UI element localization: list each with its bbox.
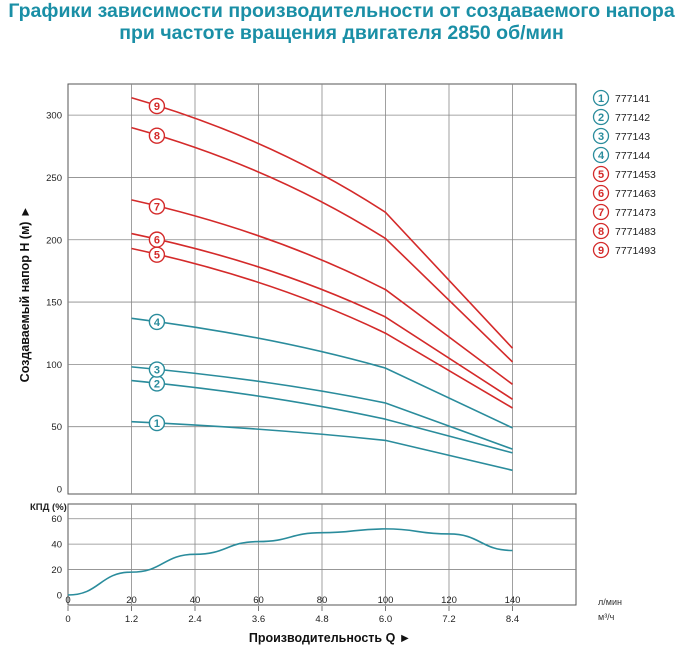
curve-marker-label-7: 7 [154,201,160,213]
head-curve-7 [131,199,513,385]
legend-label-9: 7771493 [615,245,656,257]
curve-marker-label-9: 9 [154,101,160,113]
chart-title: Графики зависимости производительности о… [0,0,683,44]
eff-ytick-label: 60 [51,514,62,525]
head-ytick-label: 100 [46,360,62,371]
xtick-lpm-label: 60 [253,595,264,606]
head-curve-2 [131,379,513,454]
head-y-axis-title: Создаваемый напор Н (м) ► [18,206,32,383]
xtick-lpm-label: 140 [505,595,521,606]
xtick-m3h-label: 0 [65,614,70,625]
legend-label-2: 777142 [615,112,650,124]
unit-lpm-label: л/мин [598,597,622,607]
xtick-m3h-label: 6.0 [379,614,392,625]
legend-marker-9 [592,241,610,259]
xtick-lpm-label: 80 [317,595,328,606]
legend-marker-num-3: 3 [598,131,604,143]
unit-m3h-label: м³/ч [598,612,615,622]
eff-ytick-label: 40 [51,540,62,551]
curve-marker-6 [148,231,166,248]
xtick-lpm-label: 0 [65,595,70,606]
xtick-m3h-label: 4.8 [315,614,328,625]
head-curve-3 [131,366,513,450]
legend-label-3: 777143 [615,131,650,143]
curve-marker-label-4: 4 [154,317,161,329]
head-ytick-label: 50 [51,422,62,433]
legend-label-8: 7771483 [615,226,656,238]
legend-marker-7 [592,203,610,221]
curve-marker-label-1: 1 [154,418,160,430]
legend-marker-num-6: 6 [598,188,604,200]
legend-marker-1 [592,89,610,107]
curve-marker-7 [148,198,166,215]
curve-marker-4 [148,313,166,331]
xtick-m3h-label: 8.4 [506,614,519,625]
legend-marker-8 [592,222,610,240]
curve-marker-label-2: 2 [154,378,160,390]
xtick-lpm-label: 120 [441,595,457,606]
xtick-m3h-label: 7.2 [442,614,455,625]
legend-marker-num-4: 4 [598,150,605,162]
legend-marker-3 [592,127,610,145]
xtick-m3h-label: 2.4 [188,614,201,625]
legend-marker-num-9: 9 [598,245,604,257]
xtick-lpm-label: 20 [126,595,137,606]
legend-marker-num-5: 5 [598,169,604,181]
curve-marker-label-8: 8 [154,131,160,143]
legend-label-6: 7771463 [615,188,656,200]
xtick-m3h-label: 3.6 [252,614,265,625]
head-curve-5 [131,247,513,409]
eff-ytick-label: 20 [51,565,62,576]
eff-ytick-label: 0 [57,591,62,602]
xtick-lpm-label: 40 [190,595,201,606]
head-curve-1 [131,420,513,472]
head-ytick-label: 250 [46,173,62,184]
head-curve-4 [131,317,513,429]
legend-marker-num-8: 8 [598,226,604,238]
head-curve-9 [131,96,514,349]
title-line-1: Графики зависимости производительности о… [8,0,675,22]
curve-marker-8 [148,127,166,144]
legend-label-4: 777144 [615,150,650,162]
curve-marker-label-6: 6 [154,235,160,247]
curve-marker-1 [148,414,166,432]
legend-label-1: 777141 [615,93,650,105]
legend-marker-4 [592,146,610,164]
legend-label-7: 7771473 [615,207,656,219]
xtick-lpm-label: 100 [378,595,394,606]
head-ytick-label: 150 [46,298,62,309]
legend-marker-num-1: 1 [598,93,604,105]
curve-marker-9 [148,97,166,115]
curve-marker-label-5: 5 [154,250,160,262]
legend-marker-6 [592,184,610,202]
legend-marker-num-2: 2 [598,112,604,124]
x-axis-title: Производительность Q ► [249,631,411,645]
head-ytick-label: 0 [57,485,62,496]
legend-marker-2 [592,108,610,126]
curve-marker-label-3: 3 [154,365,160,377]
title-line-2: при частоте вращения двигателя 2850 об/м… [119,22,564,44]
legend-marker-5 [592,165,610,183]
xtick-m3h-label: 1.2 [125,614,138,625]
legend-marker-num-7: 7 [598,207,604,219]
efficiency-curve [67,528,513,596]
head-ytick-label: 200 [46,235,62,246]
legend-label-5: 7771453 [615,169,656,181]
head-curve-6 [131,232,513,400]
curve-marker-3 [148,361,166,378]
head-ytick-label: 300 [46,111,62,122]
head-curve-8 [131,126,514,363]
eff-y-axis-title: КПД (%) [30,502,67,513]
